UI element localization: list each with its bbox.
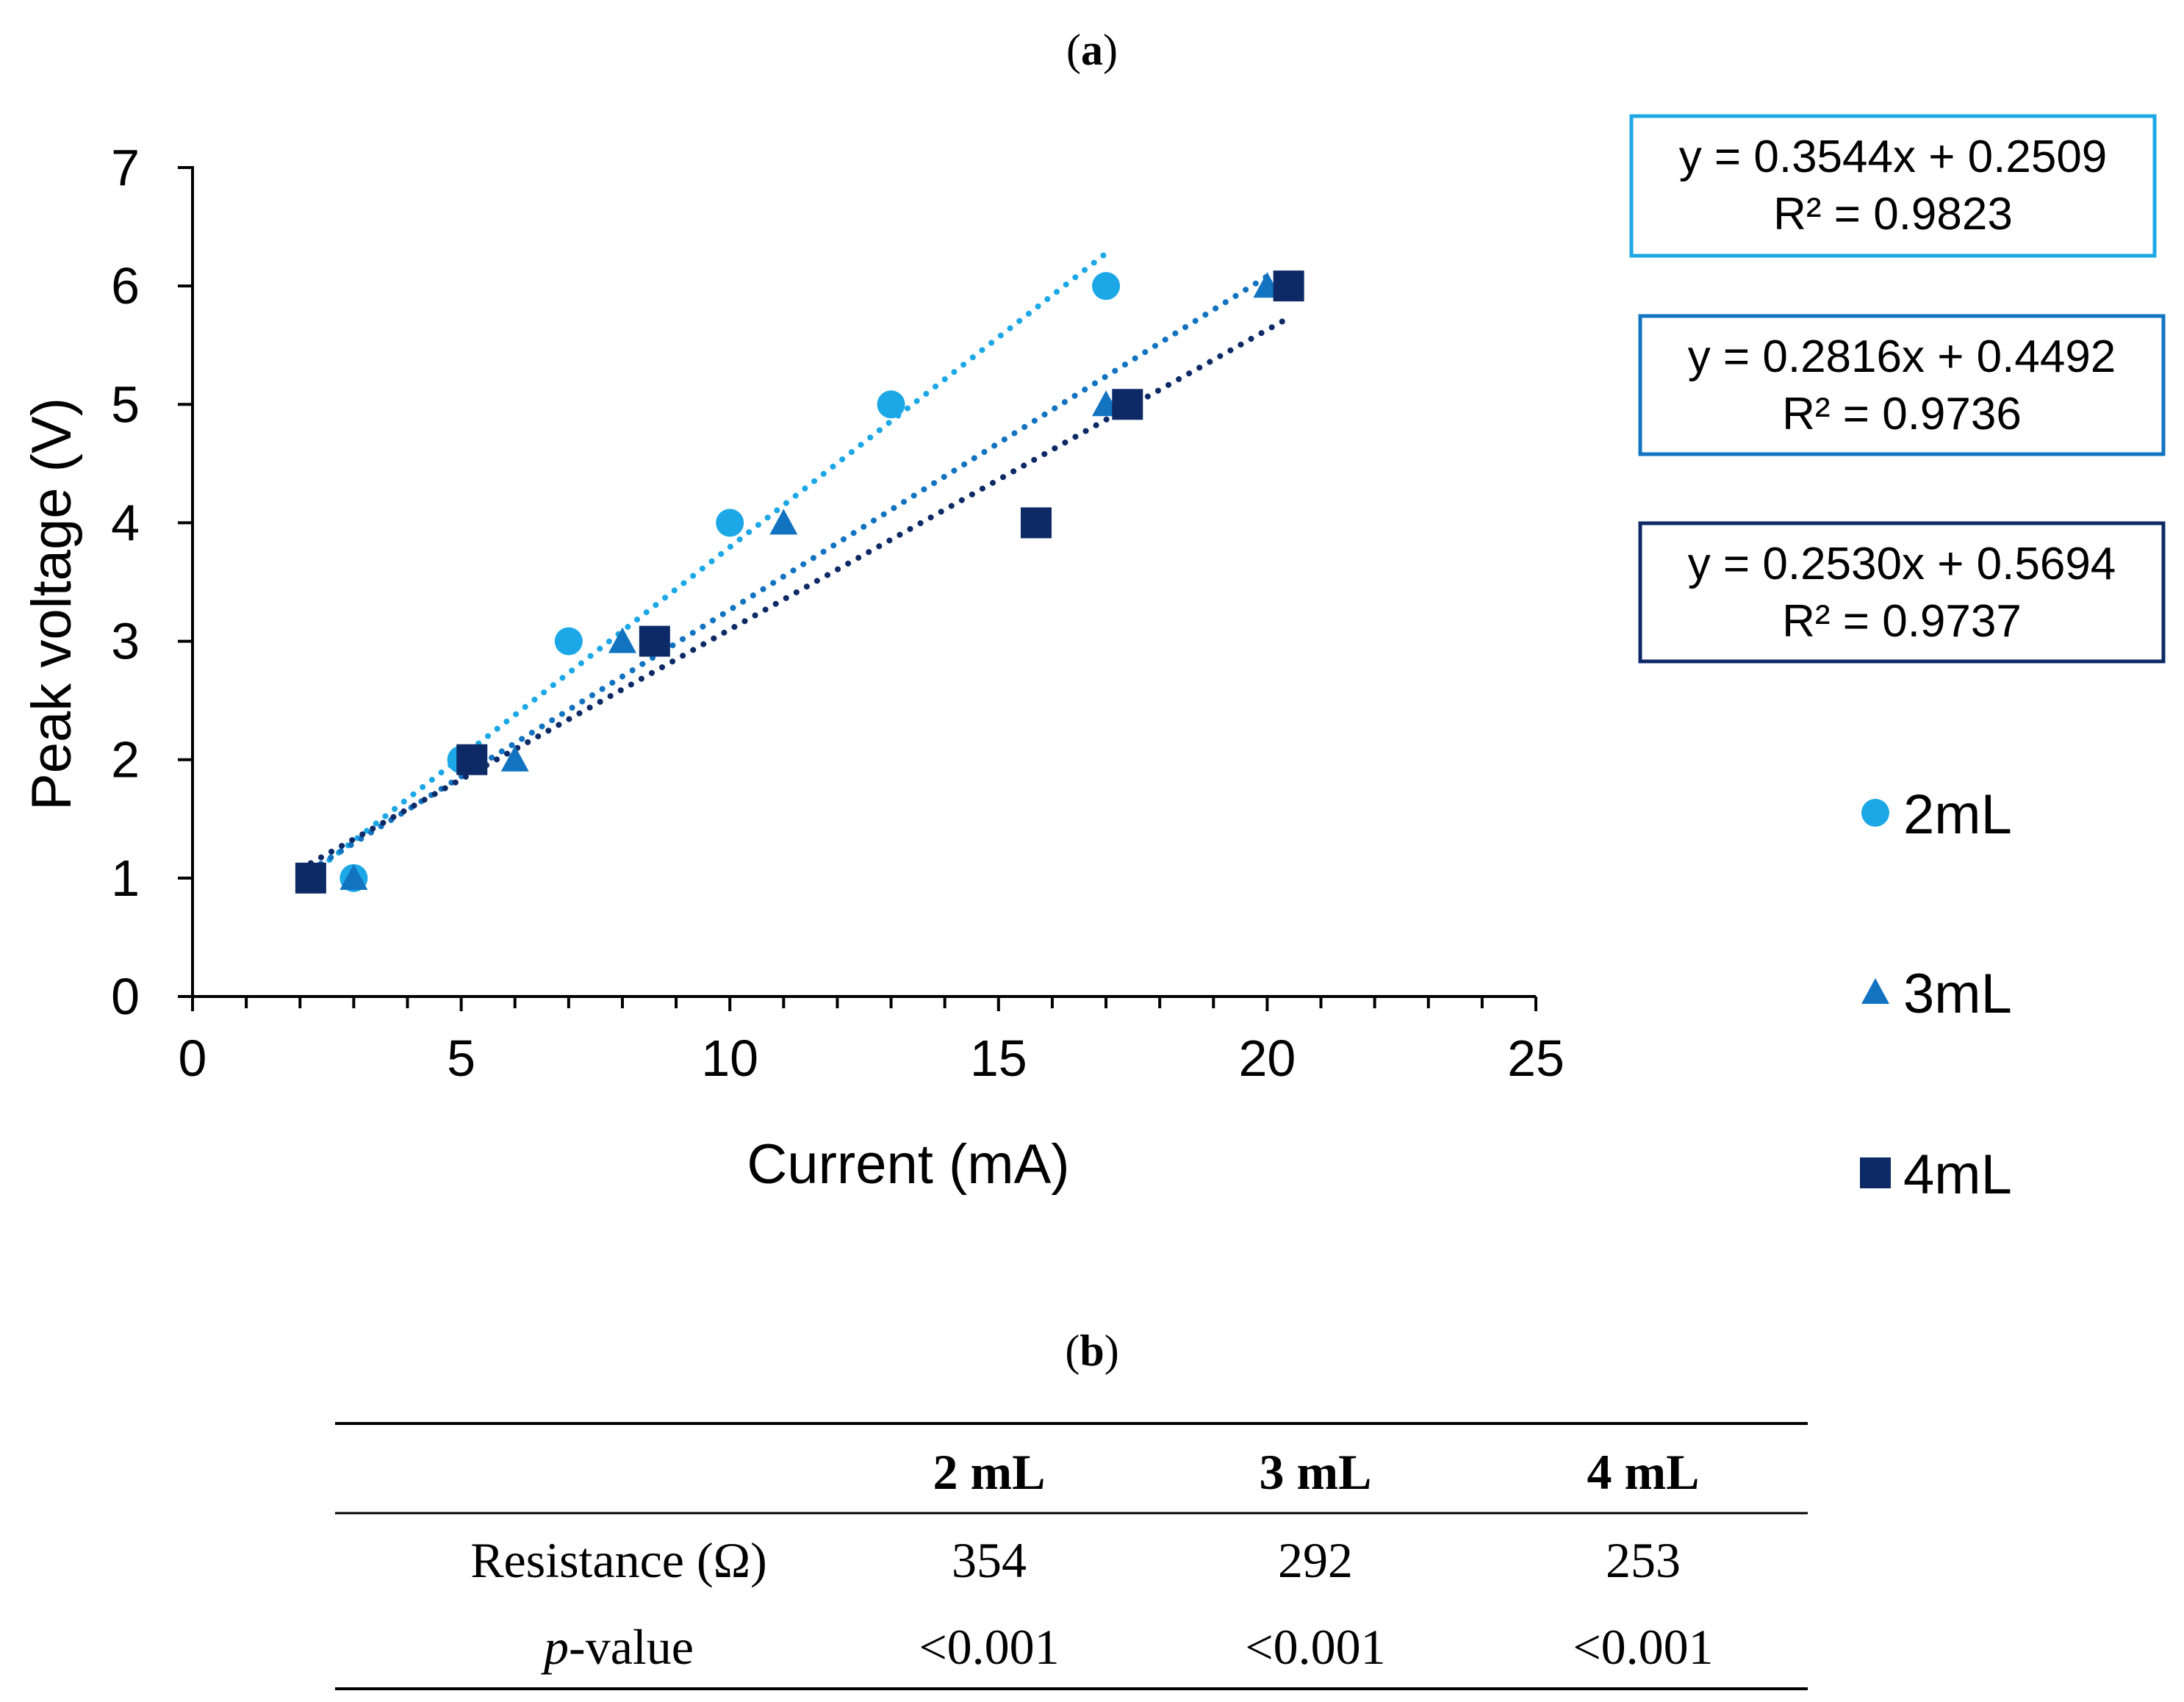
y-tick-label: 6: [111, 257, 140, 315]
y-tick-label: 4: [111, 494, 140, 551]
data-point-3mL: [340, 863, 368, 890]
x-tick-label: 25: [1507, 1030, 1565, 1087]
legend-label: 2mL: [1903, 783, 2012, 846]
data-point-4mL: [1020, 507, 1052, 539]
trendline-r2: R² = 0.9737: [1782, 596, 2022, 647]
legend-label: 4mL: [1903, 1143, 2012, 1206]
y-tick-label: 7: [111, 139, 140, 196]
panel-b-label: (b): [1065, 1326, 1118, 1375]
panel-b-letter: b: [1080, 1326, 1104, 1375]
x-tick-label: 10: [701, 1030, 758, 1087]
data-point-3mL: [769, 509, 798, 535]
trendline-r2: R² = 0.9736: [1782, 389, 2022, 439]
equation-box-2mL: [1629, 114, 2157, 258]
trendline-2mL: [307, 250, 1110, 877]
table-header: 4 mL: [1587, 1444, 1700, 1500]
data-point-4mL: [1112, 389, 1143, 420]
table-header: 3 mL: [1260, 1444, 1372, 1500]
x-tick-label: 15: [970, 1030, 1027, 1087]
x-axis-label: Current (mA): [747, 1133, 1069, 1196]
data-point-2mL: [554, 627, 583, 656]
legend: 2mL 3mL 4mL: [1860, 783, 2012, 1206]
y-tick-label: 5: [111, 376, 140, 433]
table-row-label: p-value: [541, 1619, 694, 1675]
y-tick-label: 0: [111, 968, 140, 1025]
trendline-equation: y = 0.3544x + 0.2509: [1679, 132, 2108, 182]
x-tick-label: 5: [447, 1030, 475, 1087]
table-cell: 354: [952, 1532, 1027, 1588]
data-point-3mL: [500, 745, 529, 772]
table-cell: <0.001: [1245, 1619, 1385, 1675]
table-row-label: Resistance (Ω): [470, 1532, 767, 1588]
trendline-equation: y = 0.2530x + 0.5694: [1688, 539, 2116, 589]
legend-marker-3mL: [1861, 978, 1889, 1004]
resistance-table: 2 mL 3 mL 4 mL Resistance (Ω) 354 292 253 p-val…: [335, 1422, 1808, 1690]
x-tick-label: 0: [179, 1030, 207, 1087]
y-tick-label: 2: [111, 731, 140, 789]
x-ticks: 0 5 10 15 20 25: [179, 997, 1565, 1087]
trendline-r2: R² = 0.9823: [1773, 189, 2013, 240]
equation-boxes: y = 0.3544x + 0.2509 R² = 0.9823 y = 0.281…: [1629, 114, 2166, 664]
table-cells: 2 mL 3 mL 4 mL Resistance (Ω) 354 292 253 p-val…: [470, 1444, 1713, 1675]
y-axis-label: Peak voltage (V): [21, 398, 83, 811]
y-tick-label: 3: [111, 613, 140, 670]
equation-box-3mL: [1638, 314, 2166, 456]
data-point-3mL: [608, 627, 636, 653]
scatter-plot: 0 1 2 3 4 5 6 7 0 5 10 15 20 25 Current (mA) Peak vo…: [21, 139, 1565, 1196]
table-cell: 253: [1606, 1532, 1681, 1588]
trendlines: [307, 250, 1287, 877]
table-cell: <0.001: [1573, 1619, 1713, 1675]
data-point-4mL: [295, 862, 326, 894]
table-cell: <0.001: [919, 1619, 1059, 1675]
y-tick-label: 1: [111, 850, 140, 907]
legend-marker-4mL: [1860, 1157, 1891, 1188]
data-points: [295, 270, 1304, 894]
data-point-4mL: [639, 625, 670, 657]
table-header: 2 mL: [933, 1444, 1046, 1500]
y-ticks: 0 1 2 3 4 5 6 7: [111, 139, 193, 1025]
panel-a-letter: a: [1081, 26, 1103, 74]
trendline-4mL: [307, 317, 1287, 866]
table-cell: 292: [1278, 1532, 1353, 1588]
data-point-2mL: [1092, 272, 1121, 301]
data-point-4mL: [456, 744, 488, 775]
trendline-equation: y = 0.2816x + 0.4492: [1688, 331, 2116, 382]
data-point-2mL: [877, 390, 905, 419]
x-tick-label: 20: [1238, 1030, 1296, 1087]
panel-a-label: (a): [1066, 26, 1118, 74]
data-point-2mL: [716, 509, 744, 537]
legend-label: 3mL: [1903, 963, 2012, 1025]
equation-box-4mL: [1638, 521, 2166, 664]
legend-marker-2mL: [1861, 799, 1889, 827]
data-point-4mL: [1273, 270, 1304, 302]
